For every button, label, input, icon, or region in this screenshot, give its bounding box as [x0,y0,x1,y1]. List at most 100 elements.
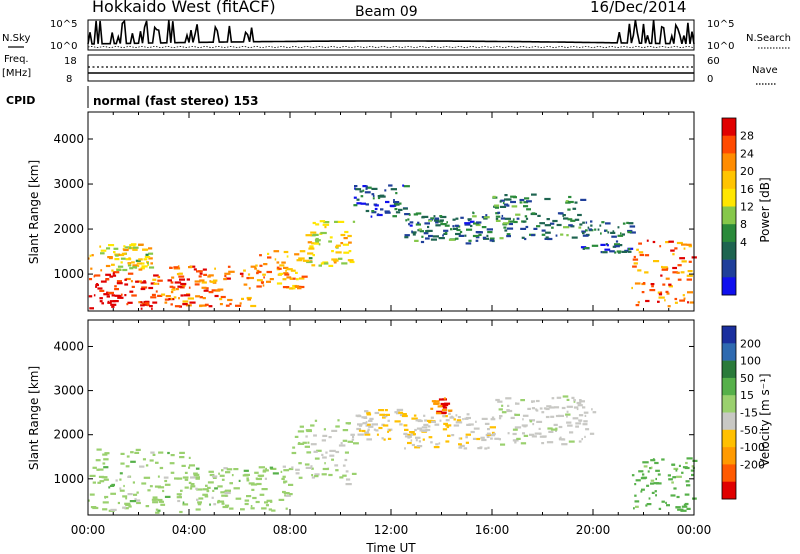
power-cell [487,228,493,230]
power-cell [144,258,148,260]
power-cell [286,276,291,278]
power-cell [150,262,153,264]
velocity-cell [666,504,670,506]
power-cell [582,222,585,224]
power-cell [426,230,432,232]
power-cell [334,221,338,223]
power-cell [512,205,518,207]
power-cell [442,234,444,236]
power-cell [227,299,232,301]
power-cell [100,252,105,254]
velocity-cell [284,492,287,494]
velocity-cell [658,473,661,475]
power-cell [513,218,515,220]
power-cell [131,261,135,263]
power-cell [126,303,128,305]
velocity-cell [671,481,674,483]
velocity-cell [321,454,323,456]
power-cell [484,216,490,218]
x-tick-label: 04:00 [172,523,207,537]
power-cell [679,300,685,302]
power-cell [556,235,558,237]
velocity-cell [443,423,448,425]
power-cell [254,268,257,270]
power-cell [388,184,392,186]
velocity-cell [213,503,216,505]
velocity-cell [269,508,272,510]
velocity-cell [569,431,573,433]
velocity-cell [384,439,386,441]
velocity-cell [110,509,116,511]
velocity-cell [395,420,401,422]
power-cell [314,243,319,245]
velocity-cell [130,500,136,502]
power-cell [367,187,372,189]
velocity-cell [364,410,368,412]
power-cell [682,260,687,262]
velocity-cell [236,498,242,500]
velocity-cell [675,506,680,508]
power-cell [490,238,495,240]
power-cell [626,222,629,224]
power-cell [399,203,402,205]
power-cell [600,244,605,246]
velocity-cell [196,508,201,510]
velocity-cell [375,412,380,414]
power-cell [672,267,677,269]
power-cell [235,305,241,307]
power-cell [378,195,383,197]
velocity-cell [122,495,127,497]
power-cell [459,235,465,237]
power-cell [128,273,133,275]
power-cell [141,288,146,290]
power-cell [690,301,694,303]
power-cell [166,295,171,297]
power-cell [567,209,570,211]
x-tick-labels: 00:00 04:00 08:00 12:00 16:00 20:00 00:00 [71,523,712,537]
power-colorbar-segment [722,136,736,154]
velocity-cell [152,499,157,501]
power-cell [616,240,618,242]
power-colorbar-tick: 28 [740,130,754,143]
velocity-cell [359,430,361,432]
velocity-cell [646,485,649,487]
velocity-cell [196,499,198,501]
velocity-cell [120,472,123,474]
velocity-cell [229,482,233,484]
velocity-cell [298,443,304,445]
velocity-cell [473,438,476,440]
velocity-cell [671,494,676,496]
power-cell [402,185,404,187]
power-cell [362,190,364,192]
power-cell [590,220,592,222]
power-cell [106,265,110,267]
nave-label: Nave [752,65,778,76]
power-cell [371,188,377,190]
power-cell [223,278,227,280]
power-cell [580,199,586,201]
power-cell [439,237,445,239]
power-cell [151,308,153,310]
velocity-cell [252,497,256,499]
power-cell [460,217,464,219]
velocity-cell [281,471,283,473]
power-cell [517,218,520,220]
velocity-cell [476,438,480,440]
velocity-cell [188,467,190,469]
velocity-cell [668,478,673,480]
velocity-cell [348,441,353,443]
velocity-cell [127,476,130,478]
velocity-cell [522,424,528,426]
power-cell [300,250,306,252]
power-cell [440,219,444,221]
velocity-cell [124,503,130,505]
velocity-cell [279,499,285,501]
velocity-cell [540,407,543,409]
velocity-cell [150,485,153,487]
power-cell [566,234,568,236]
power-cell [182,303,187,305]
power-cell [630,225,636,227]
power-cell [123,249,129,251]
velocity-cell [295,469,300,471]
